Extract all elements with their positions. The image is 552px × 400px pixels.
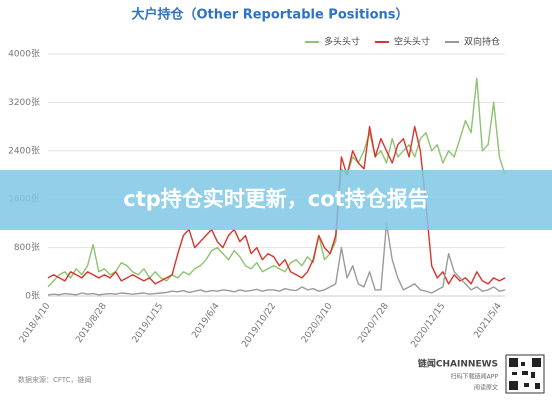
qr-code bbox=[505, 354, 545, 394]
y-tick-label: 2400张 bbox=[8, 145, 40, 156]
legend-label: 空头头寸 bbox=[394, 36, 430, 48]
legend-label: 双向持仓 bbox=[464, 36, 500, 48]
x-tick-label: 2018/8/28 bbox=[74, 301, 109, 345]
y-tick-label: 3200张 bbox=[8, 97, 40, 108]
y-tick-label: 800张 bbox=[14, 242, 40, 253]
series-line bbox=[47, 125, 506, 285]
footer-brand: 链闻CHAINNEWS bbox=[418, 358, 498, 370]
footer-read: 阅读原文 bbox=[474, 384, 498, 392]
banner-band bbox=[0, 170, 552, 230]
x-tick-label: 2019/6/4 bbox=[190, 301, 222, 340]
y-tick-label: 0张 bbox=[25, 291, 40, 302]
x-tick-label: 2020/7/28 bbox=[356, 301, 391, 345]
x-tick-label: 2019/10/22 bbox=[240, 301, 278, 349]
banner-text: ctp持仓实时更新，cot持仓报告 bbox=[123, 187, 428, 211]
footer-scan: 扫码下载链闻APP bbox=[451, 373, 499, 381]
footer-source: 数据来源：CFTC，链闻 bbox=[18, 375, 92, 384]
legend-label: 多头头寸 bbox=[324, 36, 360, 48]
x-tick-label: 2019/1/15 bbox=[131, 301, 166, 345]
x-tick-label: 2018/4/10 bbox=[18, 301, 53, 345]
x-tick-label: 2021/5/4 bbox=[472, 301, 504, 340]
x-tick-label: 2020/12/15 bbox=[409, 301, 447, 349]
y-tick-label: 4000张 bbox=[8, 49, 40, 60]
x-tick-label: 2020/3/10 bbox=[300, 301, 335, 345]
chart-title: 大户持仓（Other Reportable Positions） bbox=[131, 7, 408, 23]
series-line bbox=[47, 222, 506, 296]
series-line bbox=[47, 77, 506, 288]
